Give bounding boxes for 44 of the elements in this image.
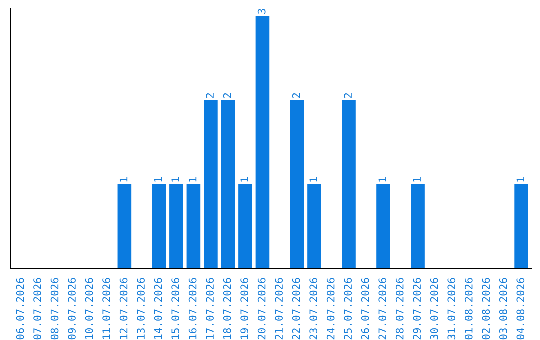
- x-tick-label: 25.07.2026: [344, 278, 352, 340]
- data-label: 2: [206, 93, 214, 98]
- x-tick-label: 03.08.2026: [499, 278, 508, 340]
- x-tick-label: 21.07.2026: [275, 278, 284, 340]
- data-label: 2: [344, 93, 352, 98]
- x-tick-label: 16.07.2026: [188, 278, 197, 340]
- data-label: 1: [172, 177, 180, 182]
- x-tick-label: 08.07.2026: [50, 278, 59, 340]
- x-tick-label: 29.07.2026: [413, 278, 422, 340]
- x-tick-label: 19.07.2026: [240, 278, 249, 340]
- x-tick-label: 13.07.2026: [137, 278, 145, 340]
- x-tick-label: 28.07.2026: [396, 278, 404, 340]
- x-tick-label: 23.07.2026: [310, 278, 318, 340]
- data-label: 3: [258, 9, 266, 14]
- data-label: 1: [189, 177, 197, 182]
- data-label: 1: [413, 177, 421, 182]
- x-tick-label: 17.07.2026: [206, 278, 214, 340]
- x-tick-label: 15.07.2026: [172, 278, 180, 340]
- x-tick-label: 04.08.2026: [516, 278, 525, 340]
- x-tick-label: 31.07.2026: [448, 278, 456, 340]
- x-tick-label: 06.07.2026: [16, 278, 24, 340]
- x-tick-label: 14.07.2026: [154, 278, 162, 340]
- data-label: 1: [378, 177, 386, 182]
- data-label: 1: [154, 177, 162, 182]
- x-tick-label: 11.07.2026: [102, 278, 110, 340]
- data-label: 1: [240, 177, 248, 182]
- data-label: 1: [516, 177, 524, 182]
- data-label: 2: [292, 93, 300, 98]
- data-label: 2: [223, 93, 232, 98]
- data-label: 1: [120, 177, 128, 182]
- x-tick-label: 07.07.2026: [34, 278, 42, 340]
- x-tick-label: 18.07.2026: [223, 278, 232, 340]
- x-tick-label: 26.07.2026: [361, 278, 370, 340]
- x-tick-label: 22.07.2026: [292, 278, 300, 340]
- x-tick-label: 10.07.2026: [85, 278, 94, 340]
- x-tick-label: 12.07.2026: [120, 278, 128, 340]
- x-tick-label: 02.08.2026: [482, 278, 490, 340]
- x-tick-label: 01.08.2026: [464, 278, 473, 340]
- x-tick-label: 30.07.2026: [430, 278, 438, 340]
- data-label: 1: [310, 177, 318, 182]
- x-tick-label: 27.07.2026: [378, 278, 387, 340]
- x-tick-label: 20.07.2026: [258, 278, 266, 340]
- x-tick-label: 09.07.2026: [68, 278, 76, 340]
- x-tick-label: 24.07.2026: [326, 278, 335, 340]
